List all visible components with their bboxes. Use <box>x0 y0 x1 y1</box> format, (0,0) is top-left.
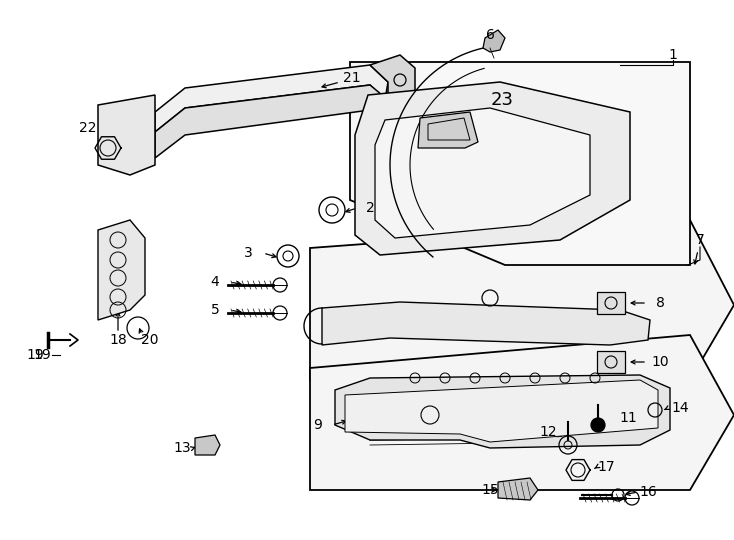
Text: 14: 14 <box>671 401 688 415</box>
Text: 6: 6 <box>486 28 495 42</box>
Polygon shape <box>155 65 388 132</box>
Polygon shape <box>345 380 658 442</box>
Circle shape <box>591 418 605 432</box>
Text: 15: 15 <box>482 483 499 497</box>
Text: 20: 20 <box>141 333 159 347</box>
Text: 19: 19 <box>33 348 51 362</box>
Text: 5: 5 <box>211 303 219 317</box>
Text: 18: 18 <box>109 333 127 347</box>
Polygon shape <box>355 82 630 255</box>
Text: 11: 11 <box>619 411 637 425</box>
FancyBboxPatch shape <box>597 351 625 373</box>
Polygon shape <box>335 375 670 448</box>
Text: 3: 3 <box>244 246 252 260</box>
Text: 4: 4 <box>211 275 219 289</box>
Text: 8: 8 <box>655 296 664 310</box>
Text: 1: 1 <box>669 48 677 62</box>
Polygon shape <box>195 435 220 455</box>
Text: 16: 16 <box>639 485 657 499</box>
Polygon shape <box>498 478 538 500</box>
Text: 10: 10 <box>651 355 669 369</box>
Polygon shape <box>370 55 415 108</box>
Text: 2: 2 <box>366 201 374 215</box>
Polygon shape <box>155 85 388 158</box>
Text: 13: 13 <box>173 441 191 455</box>
Polygon shape <box>418 112 478 148</box>
Polygon shape <box>98 220 145 320</box>
Text: 19: 19 <box>26 348 44 362</box>
FancyBboxPatch shape <box>597 292 625 314</box>
Polygon shape <box>350 62 690 265</box>
Text: 9: 9 <box>313 418 322 432</box>
Text: 23: 23 <box>490 91 514 109</box>
Polygon shape <box>483 30 505 52</box>
Text: 21: 21 <box>344 71 361 85</box>
Text: 7: 7 <box>696 233 705 247</box>
Text: 12: 12 <box>539 425 557 439</box>
Polygon shape <box>322 302 650 345</box>
Polygon shape <box>98 95 155 175</box>
Polygon shape <box>375 108 590 238</box>
Polygon shape <box>310 220 734 380</box>
Polygon shape <box>310 335 734 490</box>
Text: 17: 17 <box>597 460 615 474</box>
Text: 22: 22 <box>79 121 97 135</box>
